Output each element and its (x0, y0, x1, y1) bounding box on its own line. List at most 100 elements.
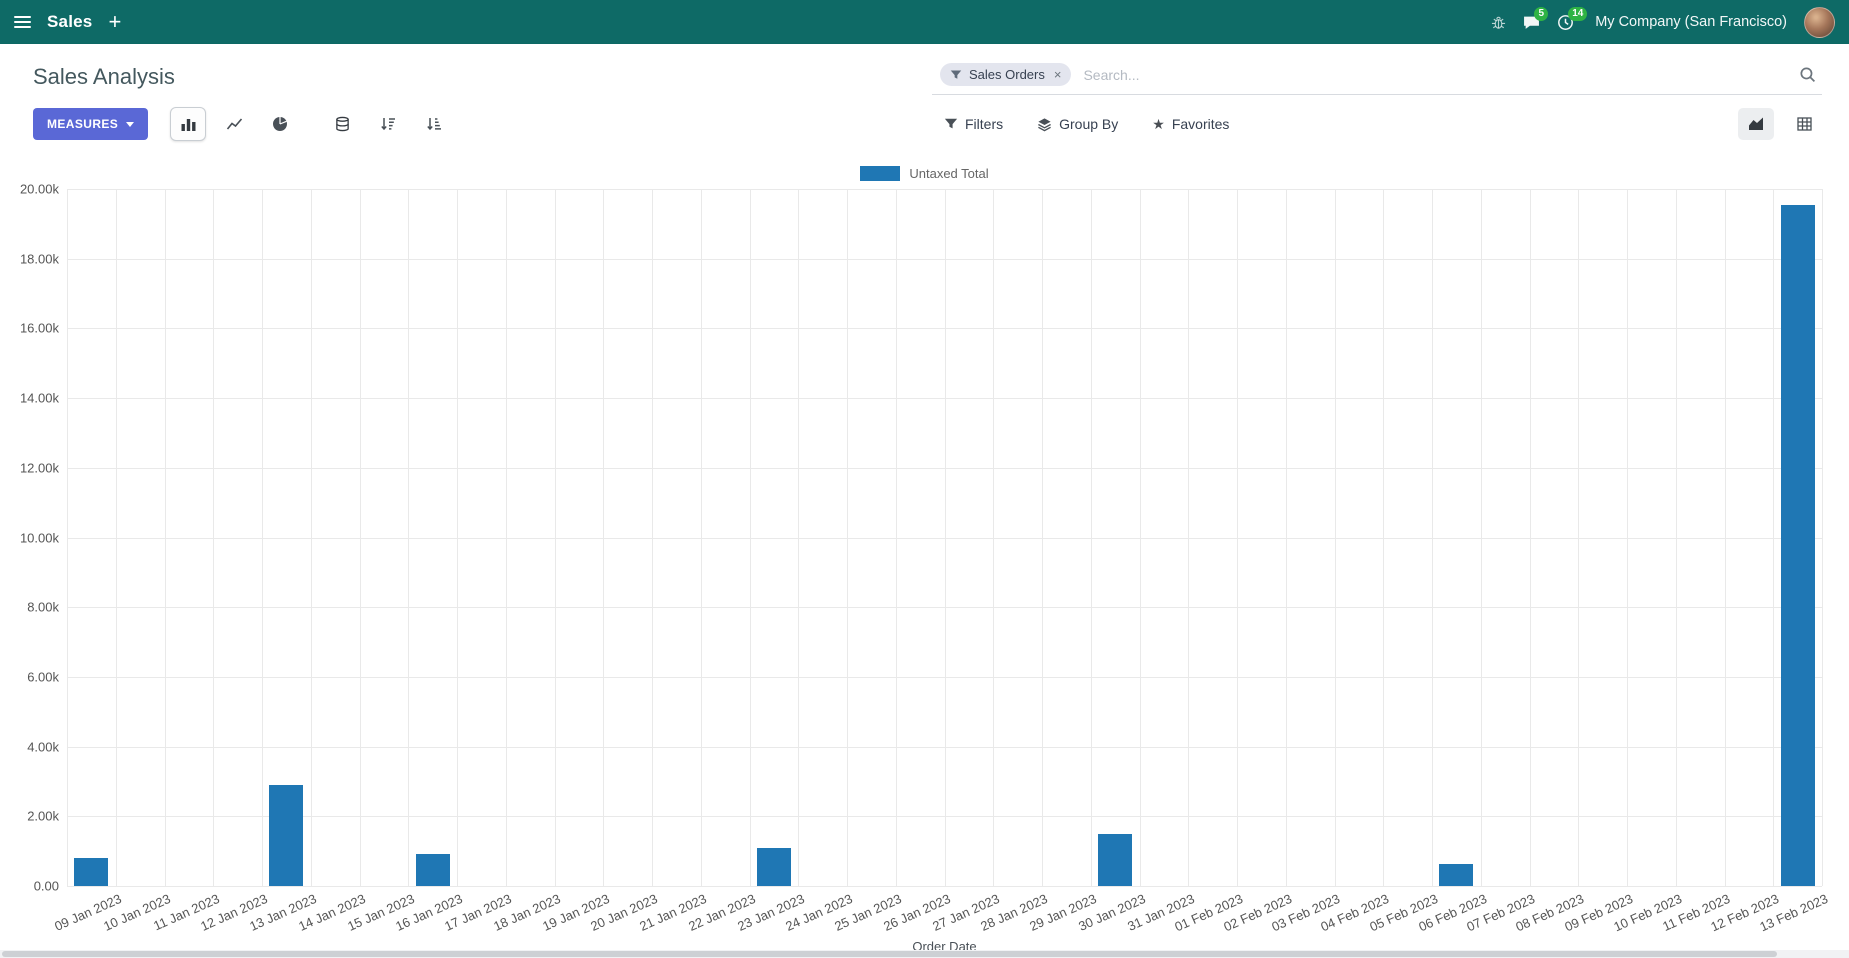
page-title: Sales Analysis (33, 64, 175, 89)
scrollbar-thumb[interactable] (2, 951, 1778, 957)
y-tick-label: 8.00k (27, 599, 59, 615)
v-gridline (700, 189, 702, 886)
v-gridline (1529, 189, 1531, 886)
horizontal-scrollbar[interactable] (0, 950, 1849, 958)
v-gridline (1383, 189, 1385, 886)
chevron-down-icon (126, 121, 135, 127)
pie-chart-icon (273, 117, 288, 131)
v-gridline (1480, 189, 1482, 886)
plus-button[interactable]: + (108, 9, 122, 34)
bar[interactable] (1439, 864, 1474, 886)
favorites-button[interactable]: ★ Favorites (1152, 116, 1230, 132)
filter-funnel-icon (944, 117, 958, 131)
bar-chart-icon (181, 119, 196, 131)
v-gridline (554, 189, 556, 886)
v-gridline (1822, 189, 1823, 886)
v-gridline (895, 189, 897, 886)
bar[interactable] (74, 858, 109, 886)
search-facet[interactable]: Sales Orders × (940, 63, 1072, 86)
v-gridline (115, 189, 117, 886)
y-tick-label: 20.00k (19, 181, 59, 197)
chart-type-switcher (170, 107, 298, 141)
search-input[interactable] (1081, 65, 1789, 84)
activities-clock-icon[interactable]: 14 (1557, 6, 1588, 31)
v-gridline (1578, 189, 1580, 886)
line-chart-button[interactable] (216, 107, 252, 141)
v-gridline (798, 189, 800, 886)
sort-ascending-button[interactable] (416, 107, 452, 141)
activities-badge: 14 (1568, 6, 1588, 21)
view-switcher (1738, 108, 1822, 140)
sort-ascending-icon (427, 118, 442, 131)
v-gridline (603, 189, 605, 886)
filters-button[interactable]: Filters (944, 116, 1003, 132)
legend-swatch (860, 165, 901, 181)
bar[interactable] (415, 854, 450, 886)
search-bar[interactable]: Sales Orders × (932, 59, 1822, 95)
stacked-toggle-button[interactable] (324, 107, 360, 141)
y-tick-label: 4.00k (27, 739, 59, 755)
y-tick-label: 10.00k (19, 530, 59, 545)
v-gridline (749, 189, 751, 886)
bar[interactable] (269, 784, 304, 886)
y-tick-label: 0.00 (33, 878, 59, 894)
v-gridline (262, 189, 263, 886)
v-gridline (1432, 189, 1433, 886)
bar-chart-button[interactable] (170, 107, 207, 141)
v-gridline (1139, 189, 1141, 886)
v-gridline (505, 189, 507, 886)
v-gridline (1237, 189, 1238, 886)
v-gridline (164, 189, 166, 886)
v-gridline (1724, 189, 1726, 886)
user-avatar[interactable] (1804, 6, 1835, 38)
graph-view-button[interactable] (1738, 108, 1774, 140)
v-gridline (457, 189, 458, 886)
company-switcher[interactable]: My Company (San Francisco) (1595, 14, 1787, 30)
h-gridline (67, 886, 1822, 887)
pivot-view-button[interactable] (1786, 108, 1822, 140)
v-gridline (1334, 189, 1336, 886)
star-icon: ★ (1152, 116, 1165, 132)
y-tick-label: 14.00k (19, 390, 59, 406)
database-stack-icon (335, 116, 349, 132)
sort-descending-button[interactable] (370, 107, 406, 141)
v-gridline (944, 189, 946, 886)
v-gridline (847, 189, 848, 886)
area-chart-icon (1749, 117, 1763, 130)
y-tick-label: 6.00k (27, 669, 59, 685)
measures-button[interactable]: MEASURES (33, 108, 149, 140)
v-gridline (359, 189, 361, 886)
search-icon[interactable] (1799, 66, 1816, 83)
group-by-button[interactable]: Group By (1037, 116, 1118, 132)
funnel-icon (950, 70, 962, 79)
pivot-table-icon (1796, 117, 1812, 131)
pie-chart-button[interactable] (262, 107, 298, 141)
debug-bug-icon[interactable] (1491, 15, 1506, 30)
control-panel: Sales Analysis Sales Orders × MEASURES (0, 44, 1849, 150)
v-gridline (1188, 189, 1190, 886)
bar[interactable] (1098, 834, 1133, 886)
layers-icon (1037, 117, 1052, 132)
app-name[interactable]: Sales (47, 12, 93, 31)
v-gridline (67, 189, 68, 886)
menu-toggle-icon[interactable] (14, 13, 31, 31)
chart-legend[interactable]: Untaxed Total (0, 164, 1849, 182)
plot-area: Order Date 0.00 2.00k 4.00k 6.00k 8.00k 10.00… (19, 181, 1831, 955)
top-navbar: Sales + 5 14 My Company (San Francisco) (0, 0, 1849, 44)
v-gridline (1773, 189, 1775, 886)
v-gridline (652, 189, 653, 886)
sort-descending-icon (381, 118, 396, 131)
legend-label: Untaxed Total (909, 165, 989, 181)
v-gridline (408, 189, 410, 886)
v-gridline (213, 189, 215, 886)
v-gridline (993, 189, 995, 886)
y-tick-label: 18.00k (19, 251, 59, 267)
messages-icon[interactable]: 5 (1523, 6, 1549, 31)
search-options: Filters Group By ★ Favorites (944, 116, 1229, 132)
y-tick-label: 16.00k (19, 320, 59, 336)
search-facet-label: Sales Orders (969, 67, 1045, 82)
v-gridline (310, 189, 312, 886)
bar[interactable] (756, 848, 791, 886)
facet-remove-icon[interactable]: × (1053, 67, 1062, 82)
bar[interactable] (1780, 204, 1815, 886)
